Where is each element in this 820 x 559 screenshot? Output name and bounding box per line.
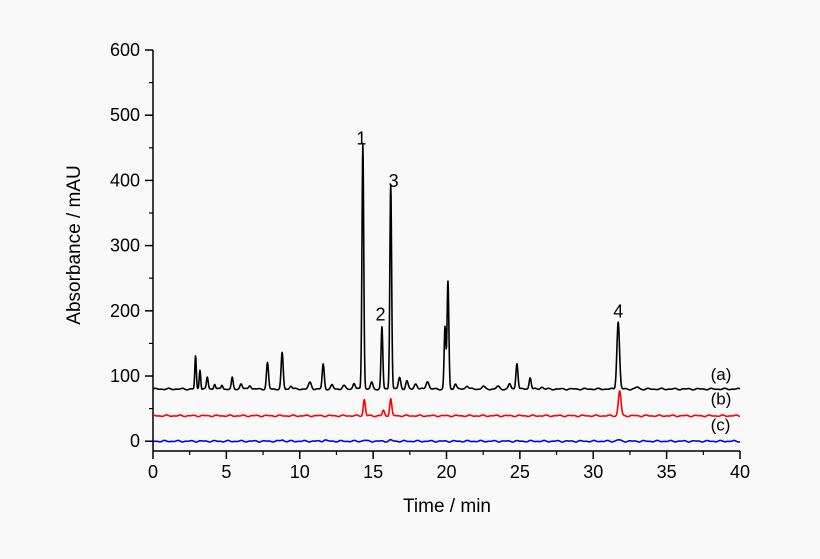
y-tick-label: 200 [110,301,140,321]
annotations: 1 2 3 4 (a) (b) (c) [356,129,731,435]
trace-b [152,390,741,418]
y-axis-label: Absorbance / mAU [64,165,85,324]
x-tick-label: 40 [730,462,750,482]
y-tick-label: 400 [110,170,140,190]
y-tick-label: 100 [110,366,140,386]
peak-label: 4 [613,301,623,321]
trace-a [152,144,741,391]
traces [152,144,741,443]
x-tick-label: 5 [221,462,231,482]
x-tick-label: 0 [148,462,158,482]
x-tick-label: 20 [436,462,456,482]
peak-label: 2 [375,305,385,325]
y-tick-label: 0 [130,431,140,451]
trace-c [152,438,741,443]
peak-label: 3 [389,171,399,191]
y-tick-label: 600 [110,40,140,60]
x-tick-label: 10 [290,462,310,482]
y-tick-label: 300 [110,236,140,256]
x-axis-label: Time / min [403,496,491,517]
x-tick-label: 25 [510,462,530,482]
series-label: (a) [711,365,732,384]
peak-label: 1 [356,129,366,149]
x-tick-label: 35 [657,462,677,482]
x-tick-label: 15 [363,462,383,482]
series-label: (c) [711,416,731,435]
series-label: (b) [711,390,732,409]
y-tick-label: 500 [110,105,140,125]
x-tick-label: 30 [583,462,603,482]
